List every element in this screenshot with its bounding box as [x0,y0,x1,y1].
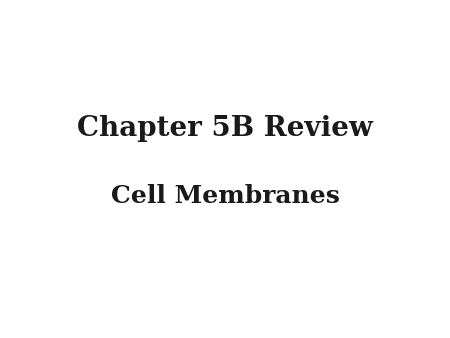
Text: Chapter 5B Review: Chapter 5B Review [77,115,373,142]
Text: Cell Membranes: Cell Membranes [111,184,339,208]
